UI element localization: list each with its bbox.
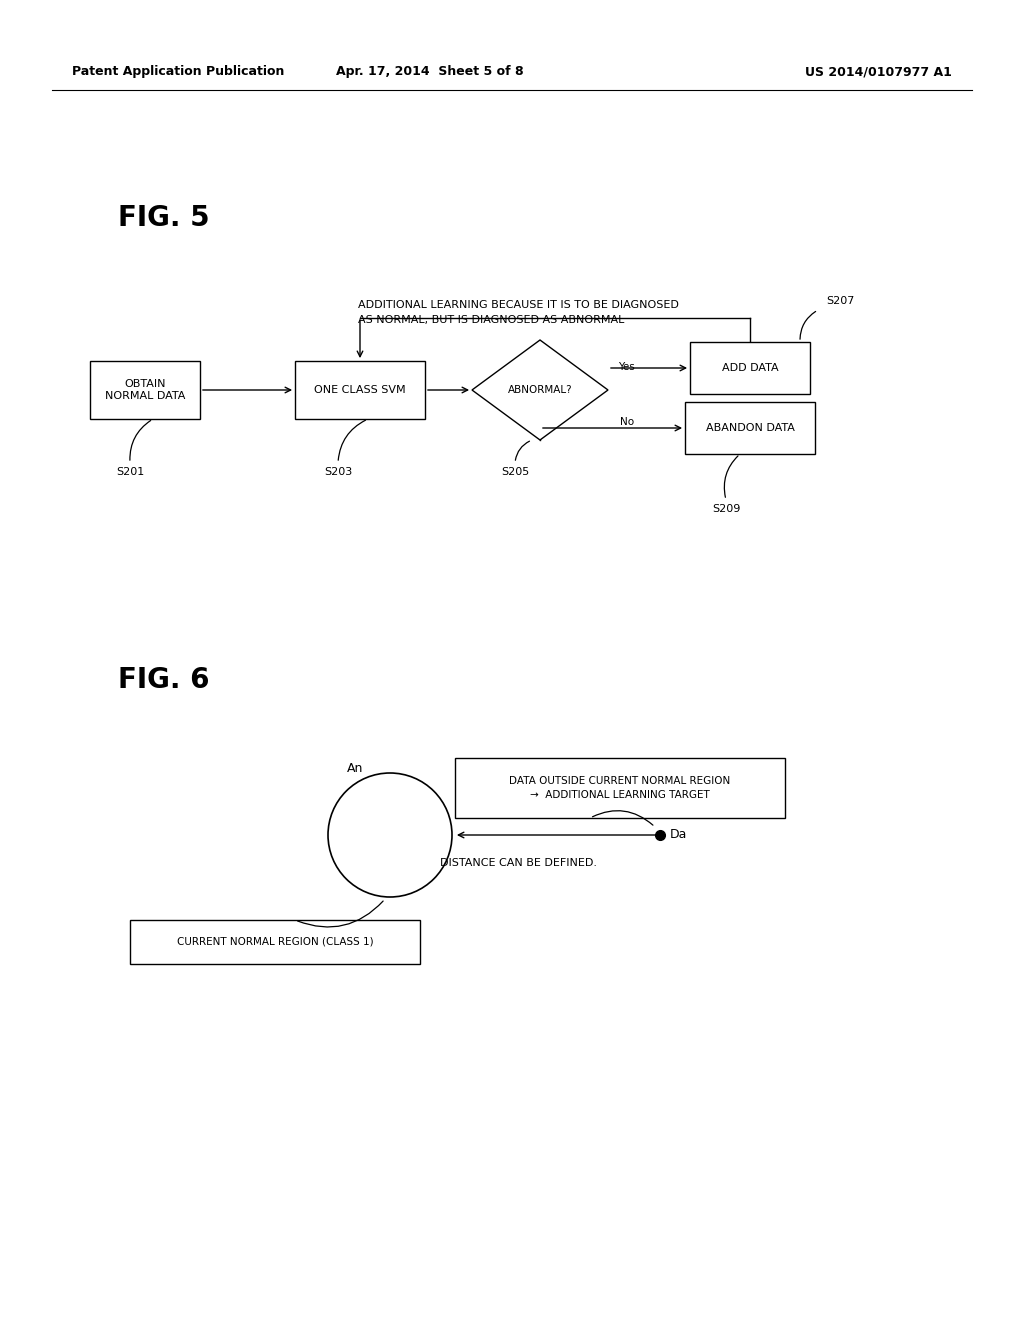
FancyBboxPatch shape (295, 360, 425, 418)
Text: No: No (620, 417, 634, 426)
Text: S201: S201 (116, 467, 144, 477)
Text: S205: S205 (501, 467, 529, 477)
Polygon shape (472, 341, 608, 440)
Text: US 2014/0107977 A1: US 2014/0107977 A1 (805, 66, 952, 78)
Text: FIG. 5: FIG. 5 (118, 205, 210, 232)
FancyBboxPatch shape (690, 342, 810, 393)
Text: S209: S209 (712, 504, 740, 513)
Circle shape (328, 774, 452, 898)
Text: ONE CLASS SVM: ONE CLASS SVM (314, 385, 406, 395)
Text: CURRENT NORMAL REGION (CLASS 1): CURRENT NORMAL REGION (CLASS 1) (177, 937, 374, 946)
Text: An: An (347, 762, 364, 775)
Text: Patent Application Publication: Patent Application Publication (72, 66, 285, 78)
Text: Da: Da (670, 829, 687, 842)
Text: ADDITIONAL LEARNING BECAUSE IT IS TO BE DIAGNOSED: ADDITIONAL LEARNING BECAUSE IT IS TO BE … (358, 300, 679, 310)
FancyBboxPatch shape (130, 920, 420, 964)
FancyBboxPatch shape (685, 403, 815, 454)
Text: ABANDON DATA: ABANDON DATA (706, 422, 795, 433)
Text: S203: S203 (324, 467, 352, 477)
FancyBboxPatch shape (90, 360, 200, 418)
Text: ADD DATA: ADD DATA (722, 363, 778, 374)
Text: Apr. 17, 2014  Sheet 5 of 8: Apr. 17, 2014 Sheet 5 of 8 (336, 66, 524, 78)
Text: AS NORMAL, BUT IS DIAGNOSED AS ABNORMAL: AS NORMAL, BUT IS DIAGNOSED AS ABNORMAL (358, 315, 625, 325)
Text: Yes: Yes (618, 362, 635, 372)
Text: S207: S207 (826, 296, 854, 306)
Text: OBTAIN
NORMAL DATA: OBTAIN NORMAL DATA (104, 379, 185, 401)
FancyBboxPatch shape (455, 758, 785, 818)
Text: DATA OUTSIDE CURRENT NORMAL REGION
→  ADDITIONAL LEARNING TARGET: DATA OUTSIDE CURRENT NORMAL REGION → ADD… (509, 776, 731, 800)
Text: FIG. 6: FIG. 6 (118, 667, 210, 694)
Text: ABNORMAL?: ABNORMAL? (508, 385, 572, 395)
Text: DISTANCE CAN BE DEFINED.: DISTANCE CAN BE DEFINED. (440, 858, 597, 869)
